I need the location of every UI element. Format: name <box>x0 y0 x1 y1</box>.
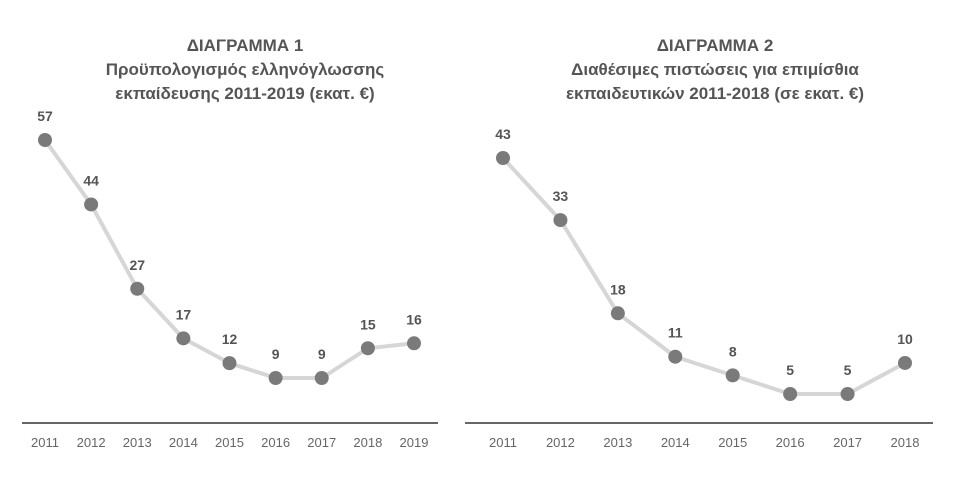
data-label: 5 <box>786 362 794 378</box>
data-point-marker <box>360 341 375 356</box>
x-tick-label: 2014 <box>169 435 198 450</box>
data-label: 18 <box>610 281 626 297</box>
data-point-marker <box>407 336 421 351</box>
chart-2-heading: ΔΙΑΓΡΑΜΜΑ 2 <box>656 36 774 55</box>
x-tick-label: 2014 <box>661 435 690 450</box>
x-tick-label: 2011 <box>489 435 517 450</box>
data-label: 43 <box>495 126 511 142</box>
chart-2-plot: 43 2011 33 2012 18 2013 11 2014 8 2015 5 2016 5 2017 1… <box>465 126 933 450</box>
data-label: 44 <box>83 172 99 188</box>
data-label: 15 <box>360 316 376 332</box>
chart-1-subtitle-line1: Προϋπολογισμός ελληνόγλωσσης <box>105 60 385 79</box>
data-label: 9 <box>272 346 280 362</box>
data-point-marker <box>840 387 855 401</box>
data-label: 33 <box>553 188 569 204</box>
data-point-marker <box>130 281 145 296</box>
x-tick-label: 2011 <box>31 435 59 450</box>
data-label: 57 <box>37 108 53 124</box>
data-point-marker <box>38 133 52 147</box>
x-tick-label: 2017 <box>307 435 336 450</box>
data-label: 17 <box>176 306 192 322</box>
chart-1: ΔΙΑΓΡΑΜΜΑ 1 Προϋπολογισμός ελληνόγλωσσης… <box>22 34 460 450</box>
chart-1-title: ΔΙΑΓΡΑΜΜΑ 1 Προϋπολογισμός ελληνόγλωσσης… <box>30 34 460 106</box>
data-label: 11 <box>668 325 683 341</box>
x-tick-label: 2016 <box>261 435 290 450</box>
data-label: 27 <box>129 257 145 273</box>
data-point-marker <box>898 355 912 370</box>
x-tick-label: 2018 <box>353 435 382 450</box>
data-label: 10 <box>897 331 913 347</box>
data-point-marker <box>496 151 510 165</box>
data-point-marker <box>268 371 283 385</box>
data-point-marker <box>176 331 191 346</box>
data-point-marker <box>783 387 798 401</box>
x-tick-label: 2012 <box>546 435 575 450</box>
x-tick-label: 2015 <box>718 435 747 450</box>
data-point-marker <box>84 197 99 212</box>
data-point-marker <box>610 306 625 321</box>
x-tick-label: 2018 <box>891 435 920 450</box>
series-line <box>501 156 906 396</box>
data-point-marker <box>668 349 683 364</box>
chart-2: ΔΙΑΓΡΑΜΜΑ 2 Διαθέσιμες πιστώσεις για επι… <box>465 0 960 483</box>
x-tick-label: 2017 <box>833 435 862 450</box>
data-point-marker <box>553 213 568 228</box>
data-label: 8 <box>729 343 737 359</box>
x-tick-label: 2019 <box>400 435 429 450</box>
data-point-marker <box>314 371 329 385</box>
data-label: 12 <box>222 331 238 347</box>
data-label: 9 <box>318 346 326 362</box>
chart-1-heading: ΔΙΑΓΡΑΜΜΑ 1 <box>186 36 304 55</box>
data-point-marker <box>222 356 237 371</box>
chart-2-title: ΔΙΑΓΡΑΜΜΑ 2 Διαθέσιμες πιστώσεις για επι… <box>480 34 950 106</box>
x-tick-label: 2013 <box>123 435 152 450</box>
x-tick-label: 2016 <box>776 435 805 450</box>
chart-2-subtitle-line2: εκπαιδευτικών 2011-2018 (σε εκατ. €) <box>565 84 865 103</box>
chart-1-subtitle-line2: εκπαίδευσης 2011-2019 (εκατ. €) <box>115 84 375 103</box>
chart-2-subtitle-line1: Διαθέσιμες πιστώσεις για επιμίσθια <box>571 60 859 79</box>
data-label: 5 <box>844 362 852 378</box>
x-tick-label: 2015 <box>215 435 244 450</box>
chart-1-plot: 57 2011 44 2012 27 2013 17 2014 12 2015 9 2016 9 2017… <box>22 108 438 450</box>
x-tick-label: 2013 <box>603 435 632 450</box>
data-label: 16 <box>406 311 422 327</box>
data-point-marker <box>725 368 740 383</box>
x-tick-label: 2012 <box>77 435 106 450</box>
